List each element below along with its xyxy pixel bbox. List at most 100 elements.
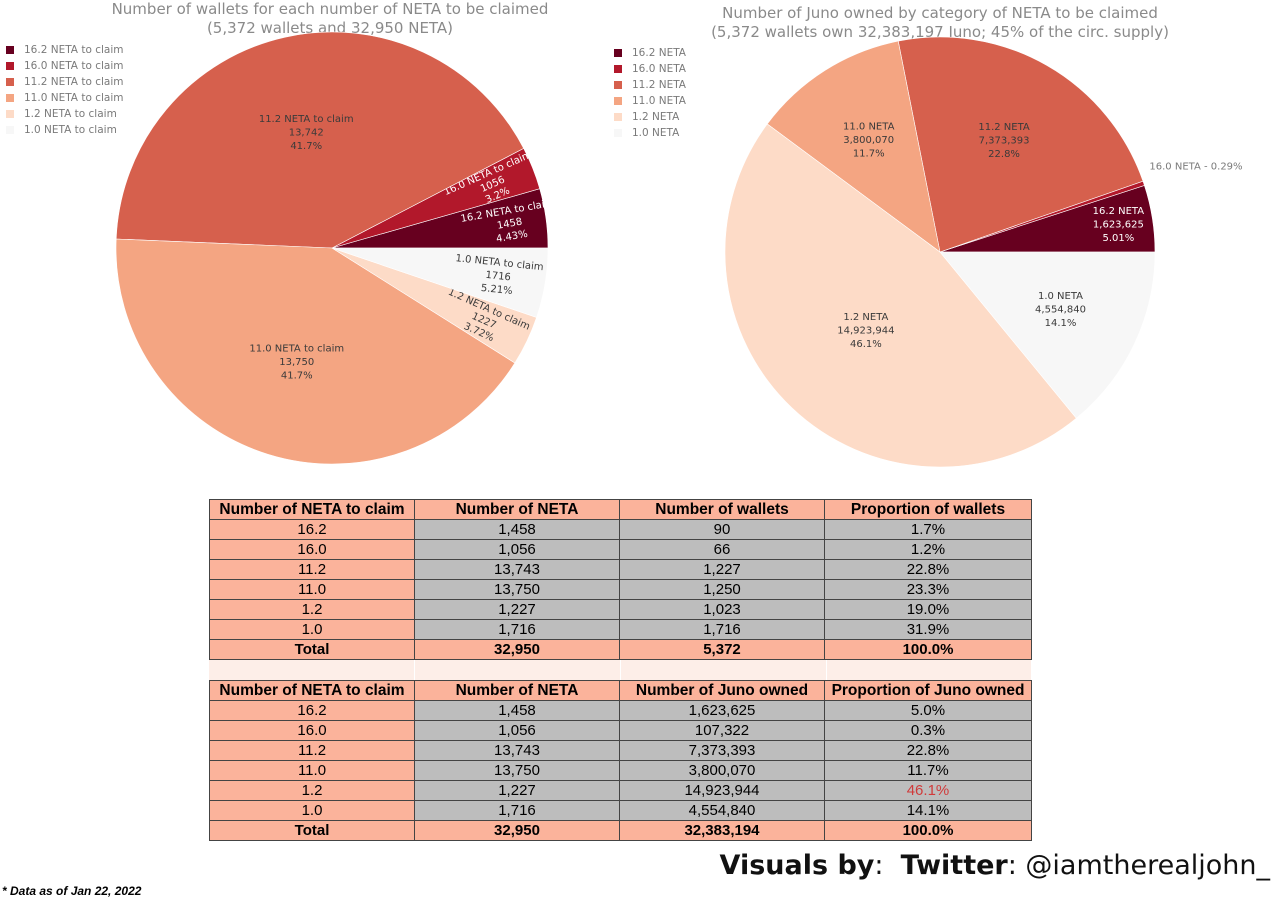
legend-item: 1.0 NETA to claim [6, 122, 123, 138]
legend-swatch [6, 110, 14, 118]
table-cell: 46.1% [824, 780, 1032, 801]
table-gap [209, 660, 1031, 680]
table-cell: 11.2 [209, 559, 415, 580]
table-row: 11.0 13,750 1,250 23.3% [209, 579, 1032, 600]
slice-percent-label: 5.21% [480, 283, 513, 297]
table-cell: 1,250 [619, 579, 825, 600]
legend-item: 1.2 NETA [614, 109, 686, 125]
table-cell: 11.0 [209, 579, 415, 600]
table-header-cell: Number of Juno owned [619, 680, 825, 701]
table-cell: 16.0 [209, 539, 415, 560]
table-cell: 1,458 [414, 700, 620, 721]
left-chart-title: Number of wallets for each number of NET… [80, 0, 580, 38]
left-chart-subtitle: (5,372 wallets and 32,950 NETA) [206, 19, 454, 37]
slice-value-label: 1458 [496, 217, 523, 232]
legend-item: 11.0 NETA [614, 93, 686, 109]
table-cell: 13,750 [414, 579, 620, 600]
legend-swatch [614, 81, 622, 89]
table-row: 16.2 1,458 90 1.7% [209, 519, 1032, 540]
table-cell: 14.1% [824, 800, 1032, 821]
table-total-cell: Total [209, 639, 415, 660]
legend-swatch [614, 113, 622, 121]
table-row: 11.0 13,750 3,800,070 11.7% [209, 760, 1032, 781]
right-pie-label-1-2: 1.2 NETA 14,923,944 46.1% [837, 312, 894, 350]
credit-line: Visuals by: Twitter: @iamtherealjohn_ [720, 850, 1270, 881]
legend-item: 1.0 NETA [614, 125, 686, 141]
table-row: 1.2 1,227 1,023 19.0% [209, 599, 1032, 620]
slice-percent-label: 14.1% [1045, 318, 1077, 329]
table-header-cell: Number of NETA [414, 680, 620, 701]
credit-colon: : [874, 850, 884, 881]
table-cell: 90 [619, 519, 825, 540]
slice-name-label: 11.0 NETA [843, 122, 895, 133]
legend-swatch [6, 78, 14, 86]
legend-item: 16.2 NETA [614, 45, 686, 61]
legend-label: 11.2 NETA [632, 79, 686, 91]
table-cell: 1,458 [414, 519, 620, 540]
right-pie-slice-1-2 [724, 123, 1077, 468]
slice-value-label: 4,554,840 [1035, 305, 1086, 316]
table-row: 11.2 13,743 1,227 22.8% [209, 559, 1032, 580]
credit-handle: : @iamtherealjohn_ [1007, 850, 1270, 881]
footnote: * Data as of Jan 22, 2022 [2, 884, 142, 898]
slice-value-label: 14,923,944 [837, 326, 894, 337]
legend-swatch [614, 97, 622, 105]
legend-swatch [6, 62, 14, 70]
right-pie-slice-1-0 [939, 251, 1156, 419]
table-total-cell: 32,950 [414, 820, 620, 841]
slice-name-label: 16.2 NETA [1093, 206, 1145, 217]
table-row: 16.2 1,458 1,623,625 5.0% [209, 700, 1032, 721]
table-row: 1.0 1,716 1,716 31.9% [209, 619, 1032, 640]
table-row: 16.0 1,056 66 1.2% [209, 539, 1032, 560]
left-chart-title-line: Number of wallets for each number of NET… [111, 0, 549, 18]
legend-label: 16.0 NETA [632, 63, 686, 75]
right-pie-label-1-0: 1.0 NETA 4,554,840 14.1% [1035, 291, 1086, 329]
legend-label: 11.0 NETA to claim [24, 92, 124, 104]
table-cell: 107,322 [619, 720, 825, 741]
slice-percent-label: 46.1% [850, 339, 882, 350]
table-cell: 1,023 [619, 599, 825, 620]
right-chart-title: Number of Juno owned by category of NETA… [700, 4, 1180, 42]
slice-value-label: 13,750 [279, 357, 314, 368]
legend-label: 1.2 NETA [632, 111, 680, 123]
legend-label: 16.2 NETA to claim [24, 44, 124, 56]
right-pie-outside-label-16-0: 16.0 NETA - 0.29% [1149, 161, 1242, 172]
slice-percent-label: 41.7% [281, 371, 313, 382]
table-total-cell: 5,372 [619, 639, 825, 660]
table-cell: 5.0% [824, 700, 1032, 721]
table-cell: 16.2 [209, 519, 415, 540]
legend-swatch [614, 65, 622, 73]
table-cell: 1.2 [209, 599, 415, 620]
legend-swatch [6, 126, 14, 134]
table-cell: 1,056 [414, 720, 620, 741]
slice-name-label: 11.2 NETA to claim [259, 114, 354, 125]
table-cell: 1,227 [414, 599, 620, 620]
table-cell: 1.2% [824, 539, 1032, 560]
legend-item: 11.2 NETA to claim [6, 74, 123, 90]
right-pie-chart: 16.2 NETA 1,623,625 5.01% 16.0 NETA - 0.29%… [724, 36, 1243, 468]
left-pie-label-11-0: 11.0 NETA to claim 13,750 41.7% [249, 344, 344, 382]
table-cell: 4,554,840 [619, 800, 825, 821]
table-cell: 1,227 [619, 559, 825, 580]
table-cell: 23.3% [824, 579, 1032, 600]
left-pie-label-11-2: 11.2 NETA to claim 13,742 41.7% [259, 114, 354, 152]
table-cell: 16.2 [209, 700, 415, 721]
table-cell: 13,750 [414, 760, 620, 781]
slice-name-label: 11.2 NETA [978, 122, 1030, 133]
slice-name-label: 1.2 NETA [843, 312, 888, 323]
table-header-cell: Number of NETA [414, 499, 620, 520]
table-total-cell: 100.0% [824, 639, 1032, 660]
table-total-row: Total 32,950 32,383,194 100.0% [209, 820, 1032, 841]
right-pie-slice-11-2 [897, 36, 1144, 253]
right-chart-title-line: Number of Juno owned by category of NETA… [722, 4, 1158, 22]
table-row: 11.2 13,743 7,373,393 22.8% [209, 740, 1032, 761]
table-cell: 1,056 [414, 539, 620, 560]
legend-swatch [6, 94, 14, 102]
legend-label: 1.0 NETA to claim [24, 124, 117, 136]
table-total-cell: 32,950 [414, 639, 620, 660]
table-cell: 1.7% [824, 519, 1032, 540]
left-pie-slice-11-2 [115, 31, 525, 249]
table-cell: 16.0 [209, 720, 415, 741]
slice-percent-label: 4.43% [495, 229, 528, 245]
